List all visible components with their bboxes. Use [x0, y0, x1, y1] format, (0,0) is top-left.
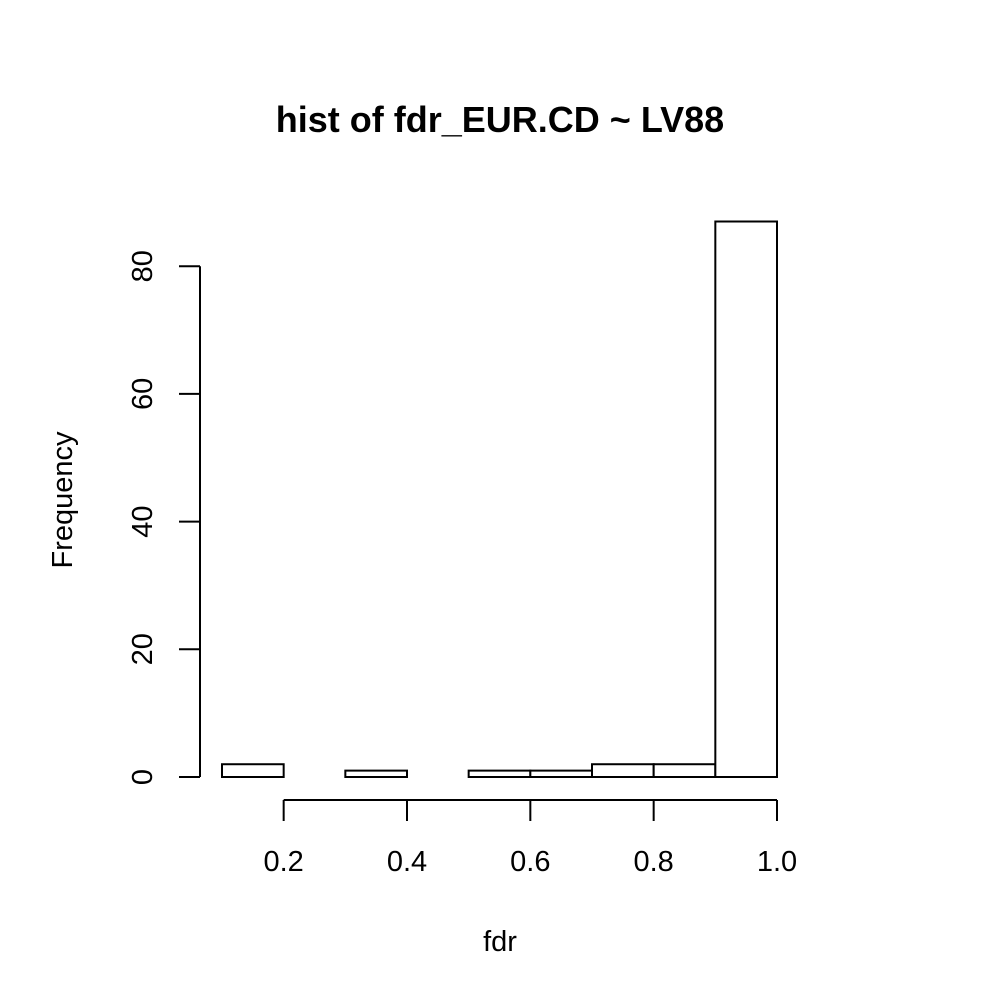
histogram-bar-6 [591, 763, 655, 778]
x-axis-label: fdr [483, 926, 517, 958]
histogram-bar-7 [652, 763, 717, 778]
x-tick-label: 0.4 [387, 846, 427, 878]
x-tick-label: 0.6 [510, 846, 550, 878]
histogram-bar-0 [221, 763, 285, 778]
bars-group [221, 220, 778, 778]
y-tick-label: 20 [127, 633, 159, 665]
histogram-bar-5 [529, 769, 593, 778]
x-tick-label: 1.0 [757, 846, 797, 878]
histogram-bar-2 [344, 769, 409, 778]
histogram-bar-8 [714, 220, 778, 778]
x-tick-label: 0.2 [264, 846, 304, 878]
y-tick-label: 80 [127, 250, 159, 282]
chart-title: hist of fdr_EUR.CD ~ LV88 [276, 99, 724, 140]
y-tick-label: 60 [127, 378, 159, 410]
y-axis: 0 20 40 60 80 [127, 250, 201, 785]
x-tick-label: 0.8 [634, 846, 674, 878]
y-tick-label: 40 [127, 505, 159, 537]
histogram-bar-4 [467, 769, 532, 778]
y-tick-label: 0 [127, 769, 159, 785]
x-axis: 0.2 0.4 0.6 0.8 1.0 [264, 799, 797, 878]
y-axis-label: Frequency [47, 431, 79, 569]
